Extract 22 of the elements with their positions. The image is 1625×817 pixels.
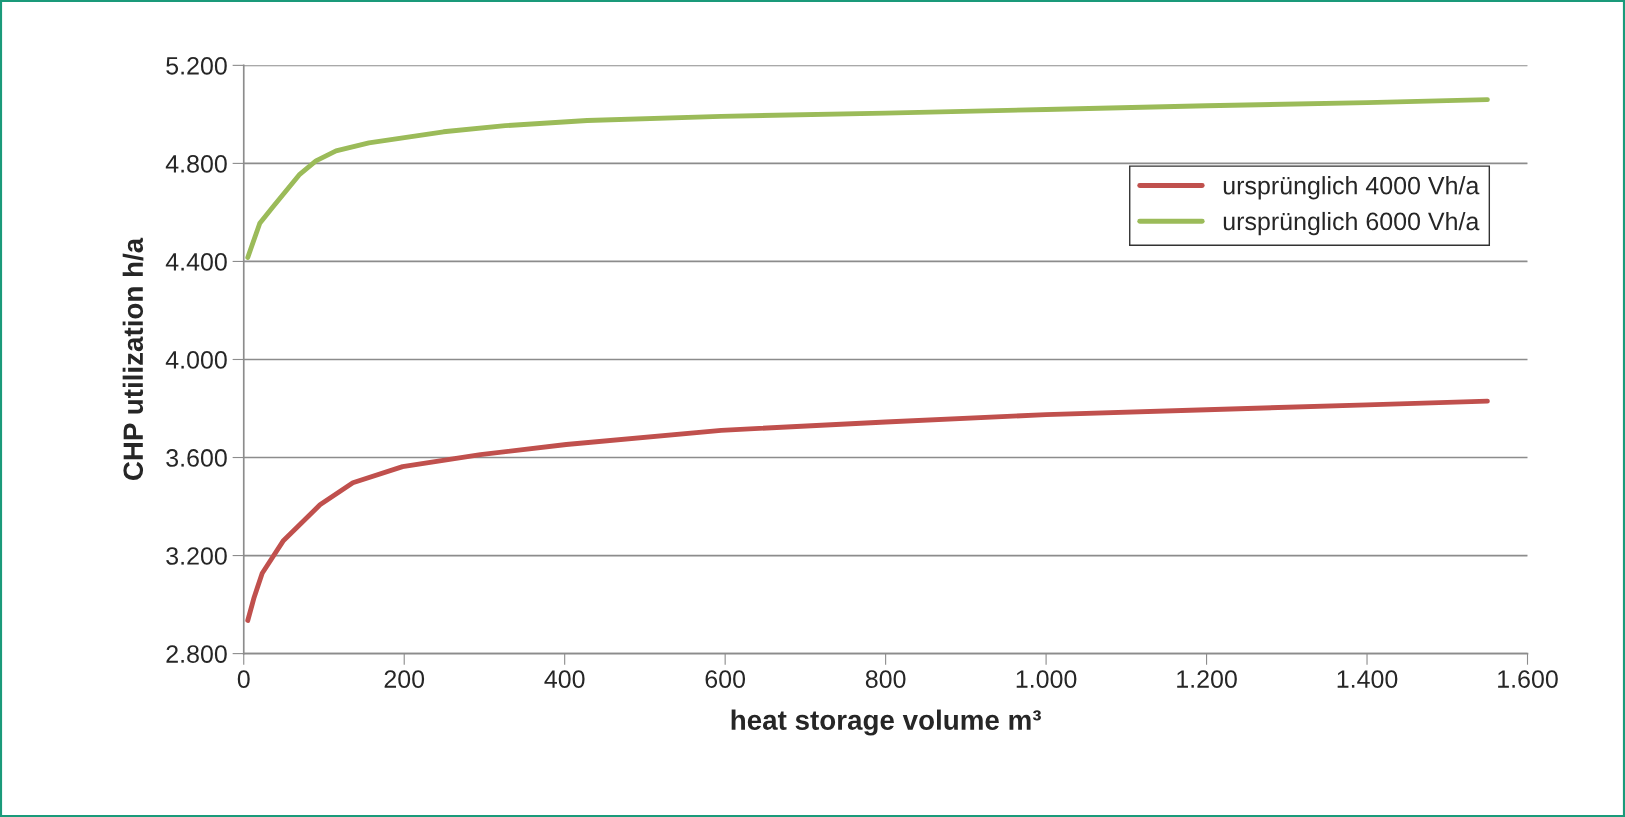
y-tick-label: 3.200 — [166, 547, 227, 565]
y-tick-label: 2.800 — [166, 645, 227, 663]
y-tick-label: 3.600 — [166, 449, 227, 467]
x-tick-label: 400 — [544, 670, 585, 688]
x-tick-label: 800 — [865, 670, 906, 688]
y-axis-title: CHP utilization h/a — [122, 237, 144, 480]
y-tick-label: 4.000 — [165, 351, 227, 369]
x-tick-label: 600 — [705, 670, 746, 688]
x-tick-label: 1.000 — [1016, 670, 1077, 688]
y-tick-label: 5.200 — [166, 56, 227, 75]
legend-label: ursprünglich 4000 Vh/a — [1223, 176, 1480, 200]
x-tick-label: 1.200 — [1177, 670, 1237, 688]
x-tick-label: 0 — [237, 670, 250, 688]
x-tick-label: 1.400 — [1337, 670, 1398, 688]
legend-label: ursprünglich 6000 Vh/a — [1223, 211, 1480, 236]
y-tick-label: 4.800 — [165, 155, 227, 173]
y-tick-label: 4.400 — [165, 253, 227, 271]
line-series — [245, 398, 1490, 623]
x-tick-label: 200 — [384, 670, 425, 688]
line-series — [245, 97, 1490, 260]
x-tick-label: 1.600 — [1498, 670, 1558, 688]
x-axis-title: heat storage volume m³ — [731, 709, 1041, 736]
